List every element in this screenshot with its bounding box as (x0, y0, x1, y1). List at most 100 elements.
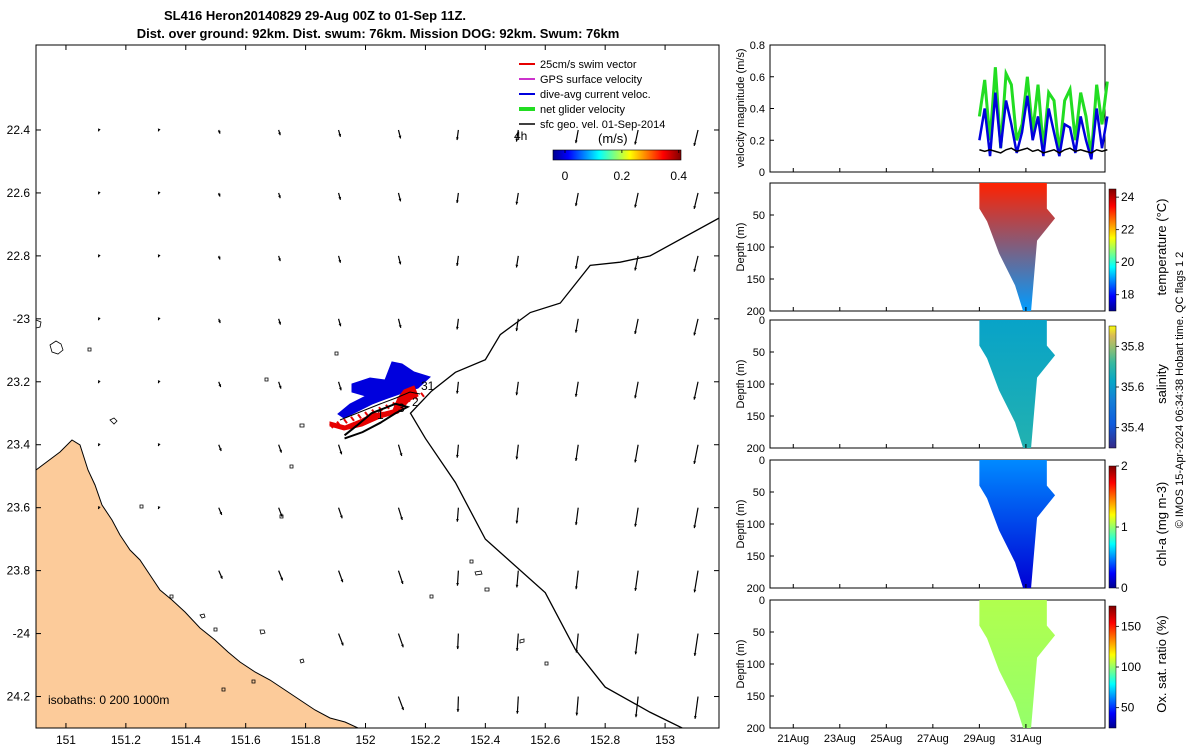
section-frame (769, 459, 1106, 589)
velocity-series-line (978, 92, 1109, 160)
map-x-tick-label: 151.4 (171, 733, 201, 747)
depth-tick-label: 200 (747, 306, 765, 318)
vector-arrowhead (574, 458, 578, 461)
vector-arrowhead (157, 254, 161, 258)
vector-arrow (516, 507, 519, 524)
vector-arrowhead (634, 523, 638, 527)
vector-arrowhead (455, 454, 459, 458)
section-curtain (979, 320, 1056, 448)
vector-arrowhead (634, 267, 637, 271)
section-curtain (979, 183, 1056, 311)
vector-arrowhead (97, 443, 101, 447)
map-x-tick-label: 153 (655, 733, 675, 747)
section-frame (769, 599, 1106, 729)
map-x-tick-label: 152 (356, 733, 376, 747)
vector-arrowhead (279, 449, 282, 453)
vector-arrowhead (693, 461, 697, 464)
track-label: 31 (421, 379, 435, 393)
depth-tick-label: 100 (747, 379, 765, 391)
vector-arrowhead (401, 644, 404, 648)
isobath-1000m (409, 217, 719, 728)
velocity-series (977, 67, 1109, 160)
map-y-tick-label: 22.8 (7, 249, 31, 263)
vector-arrow (693, 192, 699, 209)
colorbar-tick-label: 1 (1121, 520, 1128, 534)
vector-arrow (575, 570, 579, 590)
vector-arrowhead (97, 317, 101, 321)
vector-arrowhead (574, 393, 578, 397)
vector-arrow (634, 633, 639, 655)
vector-arrowhead (574, 266, 578, 270)
vector-arrowhead (219, 575, 223, 579)
vector-arrowhead (97, 191, 101, 195)
time-tick-label: 23Aug (824, 733, 856, 745)
depth-tick-label: 150 (747, 274, 765, 286)
colorbar-tick-label: 100 (1121, 660, 1141, 674)
depth-ylabel: Depth (m) (735, 640, 747, 689)
vector-arrowhead (515, 138, 519, 142)
velocity-tick-label: 0 (759, 167, 765, 179)
glider-track-inner (339, 391, 421, 421)
figure-title-line2: Dist. over ground: 92km. Dist. swum: 76k… (137, 26, 620, 41)
vector-arrowhead (455, 200, 459, 203)
geostrophic-vector-field (97, 128, 699, 719)
speed-colorbar-ticks: 0 0.2 0.4 (562, 150, 687, 183)
vector-arrow (575, 444, 579, 462)
section-frame (769, 319, 1106, 449)
vector-arrowhead (217, 320, 221, 324)
vector-arrow (694, 633, 699, 656)
vector-arrowhead (516, 710, 519, 714)
section-cbar-label: Ox. sat. ratio (%) (1154, 615, 1169, 713)
map-frame (35, 44, 720, 729)
vector-arrowhead (515, 584, 519, 588)
map-y-tick-label: 23.2 (7, 375, 31, 389)
section-colorbar (1108, 188, 1117, 312)
colorbar-tick-label: 35.6 (1121, 380, 1145, 394)
vector-arrowhead (218, 448, 222, 452)
section-panel-temperature: 50 100 150 200 Depth (m) 18 20 22 24 temperature … (735, 182, 1169, 318)
vector-arrowhead (401, 707, 404, 711)
vector-arrowhead (279, 513, 283, 517)
legend-gps: GPS surface velocity (540, 74, 643, 86)
swim-vector (399, 399, 404, 405)
depth-tick-label: 0 (759, 455, 765, 467)
vector-arrowhead (398, 261, 402, 265)
vector-arrowhead (455, 137, 459, 141)
swim-vector (420, 392, 425, 398)
vector-arrowhead (97, 254, 101, 258)
map-x-tick-label: 152.6 (530, 733, 560, 747)
glider-track (343, 402, 411, 440)
section-curtain (979, 460, 1056, 588)
track-label: 1 (377, 408, 384, 422)
vector-arrowhead (693, 716, 697, 719)
time-tick-label: 25Aug (870, 733, 902, 745)
swim-vector (357, 413, 362, 419)
vector-arrowhead (398, 198, 402, 202)
vector-arrowhead (338, 196, 342, 200)
vector-arrowhead (515, 456, 519, 460)
vector-arrowhead (693, 589, 697, 593)
vector-arrowhead (634, 141, 637, 145)
vector-arrowhead (217, 193, 221, 197)
map-x-tick-label: 152.8 (590, 733, 620, 747)
velocity-panel: 0 0.2 0.4 0.6 0.8 velocity magnitude (m/s) (735, 40, 1109, 179)
reef-islands (36, 319, 549, 692)
vector-arrowhead (340, 579, 344, 583)
vector-arrowhead (97, 380, 101, 384)
map-legend: 25cm/s swim vector GPS surface velocity … (519, 59, 665, 131)
section-curtain (979, 600, 1056, 728)
depth-tick-label: 100 (747, 659, 765, 671)
colorbar-tick-label: 35.8 (1121, 339, 1145, 353)
vector-arrow (693, 318, 699, 336)
vector-arrow (516, 570, 519, 588)
vector-arrow (694, 696, 699, 719)
vector-arrowhead (693, 268, 697, 272)
colorbar-tick-label: 150 (1121, 619, 1141, 633)
vector-arrowhead (217, 130, 221, 134)
vector-arrowhead (515, 392, 519, 396)
map-x-tick-label: 152.2 (410, 733, 440, 747)
vector-arrowhead (515, 520, 519, 524)
map-y-tick-label: 23.6 (7, 501, 31, 515)
vector-arrow (634, 444, 639, 463)
